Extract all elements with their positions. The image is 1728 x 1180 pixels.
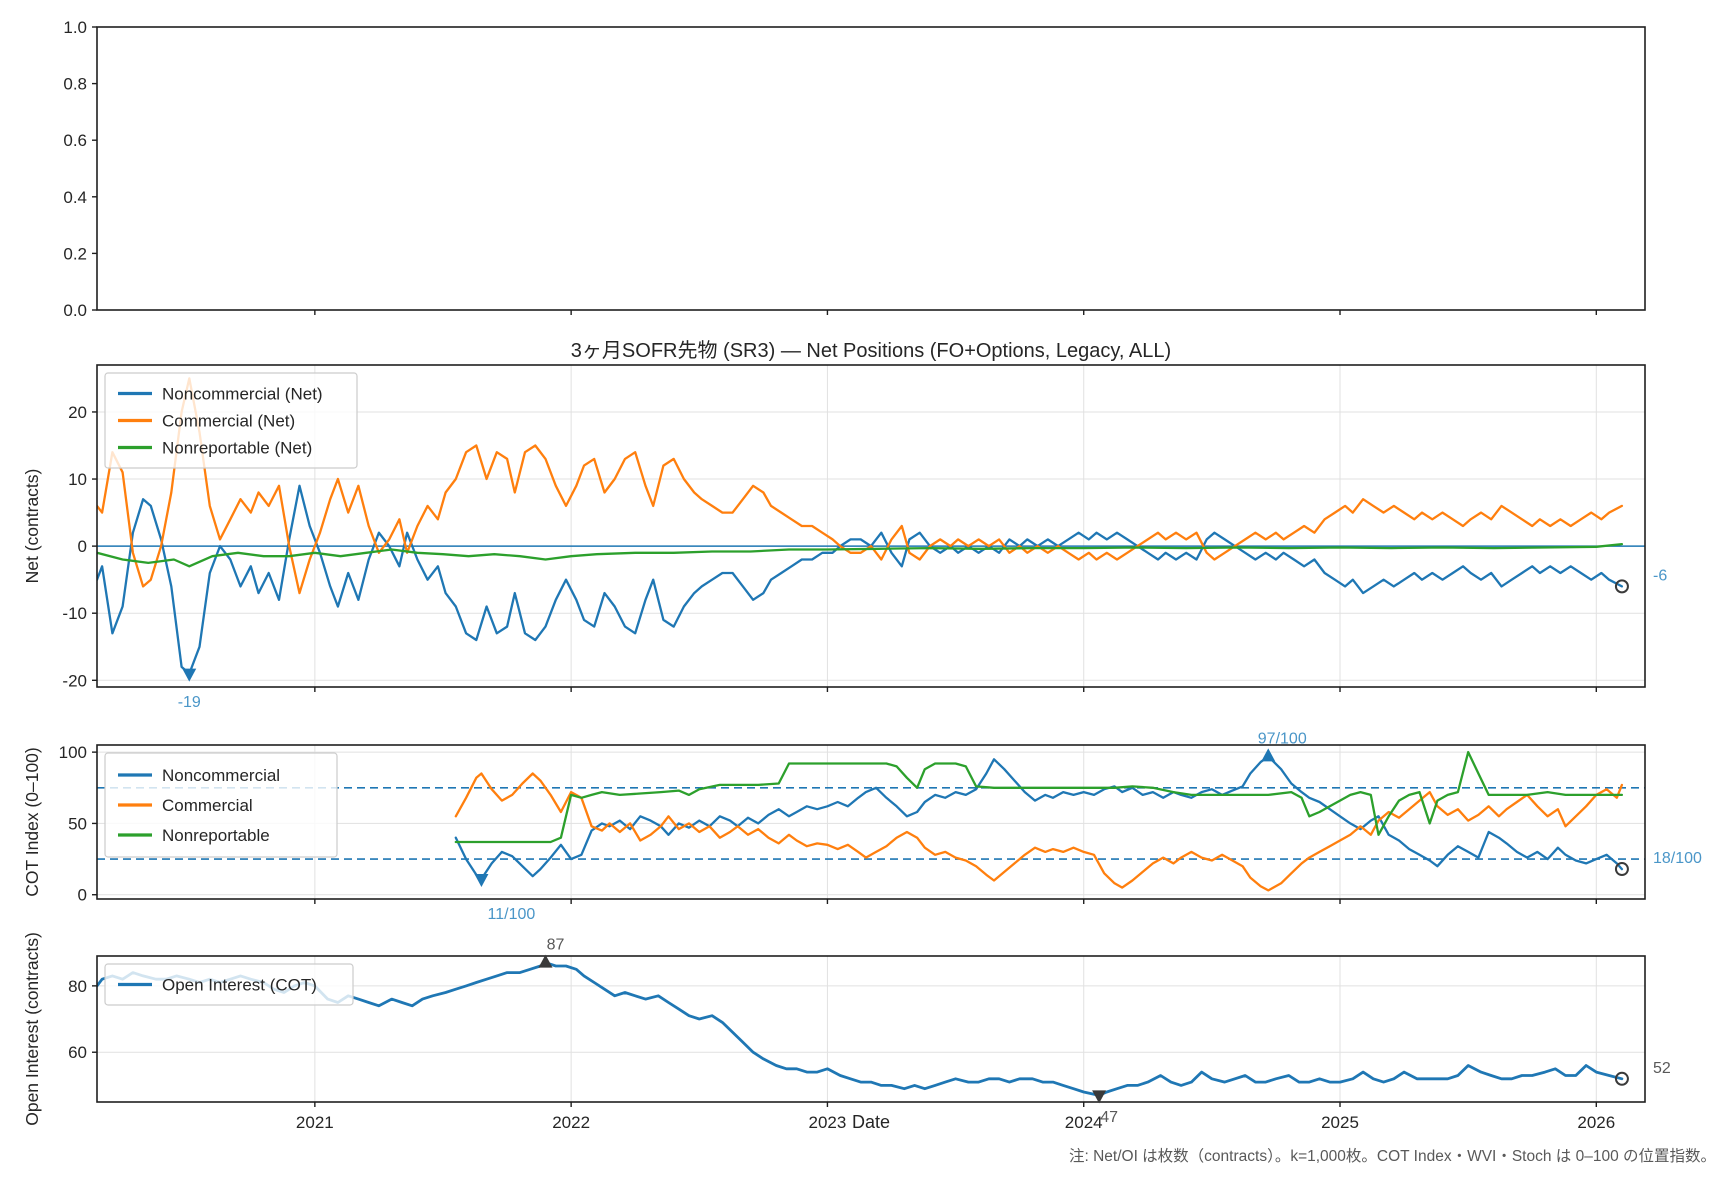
x-axis-label: Date: [851, 1112, 891, 1132]
axes-frame: [96, 364, 1646, 688]
annotation-19: -19: [178, 694, 201, 711]
legend-label-nonreportable: Nonreportable: [162, 826, 270, 845]
legend-label-noncommercial-net: Noncommercial (Net): [162, 385, 323, 404]
min-marker-icon: [474, 874, 489, 888]
legend-label-commercial: Commercial: [162, 796, 253, 815]
y-axis-title: Net (contracts): [22, 469, 42, 584]
x-tick-label: 2025: [1321, 1113, 1359, 1132]
x-tick-label: 2022: [552, 1113, 590, 1132]
series-nonreportable-net: [97, 542, 1624, 568]
panel-cot-index: 100 50 0 COT Index (0–100) 11/100 97/100 18/10…: [22, 730, 1702, 923]
annotation-11-100: 11/100: [488, 906, 536, 923]
max-marker-icon: [538, 954, 553, 968]
max-marker-icon: [1261, 748, 1276, 762]
series-noncommercial: [454, 755, 1624, 881]
x-tick-label: 2026: [1577, 1113, 1615, 1132]
panel-net-positions: 20 10 0 -10 -20 Net (contracts) -19 -6 Noncommer…: [22, 364, 1667, 711]
x-tick-label: 2023: [809, 1113, 847, 1132]
annotation-18-100: 18/100: [1653, 850, 1702, 867]
legend-box: [104, 372, 358, 469]
y-tick-label: -10: [62, 604, 87, 623]
y-tick-label: -20: [62, 671, 87, 690]
min-marker-icon: [1092, 1090, 1107, 1104]
legend-box: [104, 752, 338, 858]
y-tick-label: 0.8: [63, 75, 87, 94]
legend-label-noncommercial: Noncommercial: [162, 766, 280, 785]
last-point-marker-icon: [1614, 862, 1629, 877]
y-tick-label: 0.2: [63, 244, 87, 263]
axes-frame: [96, 744, 1646, 900]
series-commercial: [454, 772, 1624, 892]
y-tick-label: 20: [68, 403, 87, 422]
panel-empty-top: 1.0 0.8 0.6 0.4 0.2 0.0: [63, 18, 1646, 320]
y-tick-label: 0: [78, 886, 87, 905]
series-noncommercial-net: [97, 484, 1624, 675]
y-tick-label: 0: [78, 537, 87, 556]
legend-box: [104, 963, 354, 1006]
axes-frame: [96, 26, 1646, 311]
x-tick-label: 2021: [296, 1113, 334, 1132]
y-tick-label: 100: [59, 743, 87, 762]
legend-label-nonreportable-net: Nonreportable (Net): [162, 439, 312, 458]
annotation-52: 52: [1653, 1060, 1671, 1077]
y-tick-label: 10: [68, 470, 87, 489]
panel-open-interest: 80 60 2021 2022 2023 2024 2025 2026 Open Interes…: [22, 932, 1671, 1132]
x-tick-label: 2024: [1065, 1113, 1103, 1132]
legend: Noncommercial (Net) Commercial (Net) Nonre…: [104, 372, 358, 469]
annotation-87: 87: [547, 937, 565, 954]
y-tick-label: 80: [68, 977, 87, 996]
last-point-marker-icon: [1614, 1071, 1629, 1086]
y-axis-title: COT Index (0–100): [22, 747, 42, 896]
chart-title: 3ヶ月SOFR先物 (SR3) — Net Positions (FO+Opti…: [570, 340, 1172, 362]
annotation-97-100: 97/100: [1258, 730, 1307, 747]
axes-frame: [96, 955, 1646, 1103]
y-tick-label: 60: [68, 1043, 87, 1062]
legend: Open Interest (COT): [104, 963, 354, 1006]
y-tick-label: 0.0: [63, 301, 87, 320]
series-commercial-net: [97, 377, 1624, 595]
footnote: 注: Net/OI は枚数（contracts）。k=1,000枚。COT In…: [1068, 1148, 1716, 1165]
y-axis-title: Open Interest (contracts): [22, 932, 42, 1126]
y-tick-label: 0.4: [63, 188, 87, 207]
annotation-6: -6: [1653, 567, 1667, 584]
y-tick-label: 50: [68, 814, 87, 833]
y-tick-label: 1.0: [63, 18, 87, 37]
min-marker-icon: [182, 668, 197, 682]
last-point-marker-icon: [1614, 579, 1629, 594]
legend: Noncommercial Commercial Nonreportable: [104, 752, 338, 858]
y-tick-label: 0.6: [63, 131, 87, 150]
legend-label-open-interest-cot: Open Interest (COT): [162, 976, 317, 995]
legend-label-commercial-net: Commercial (Net): [162, 412, 295, 431]
series-nonreportable: [454, 750, 1624, 844]
annotation-47: 47: [1100, 1109, 1118, 1126]
